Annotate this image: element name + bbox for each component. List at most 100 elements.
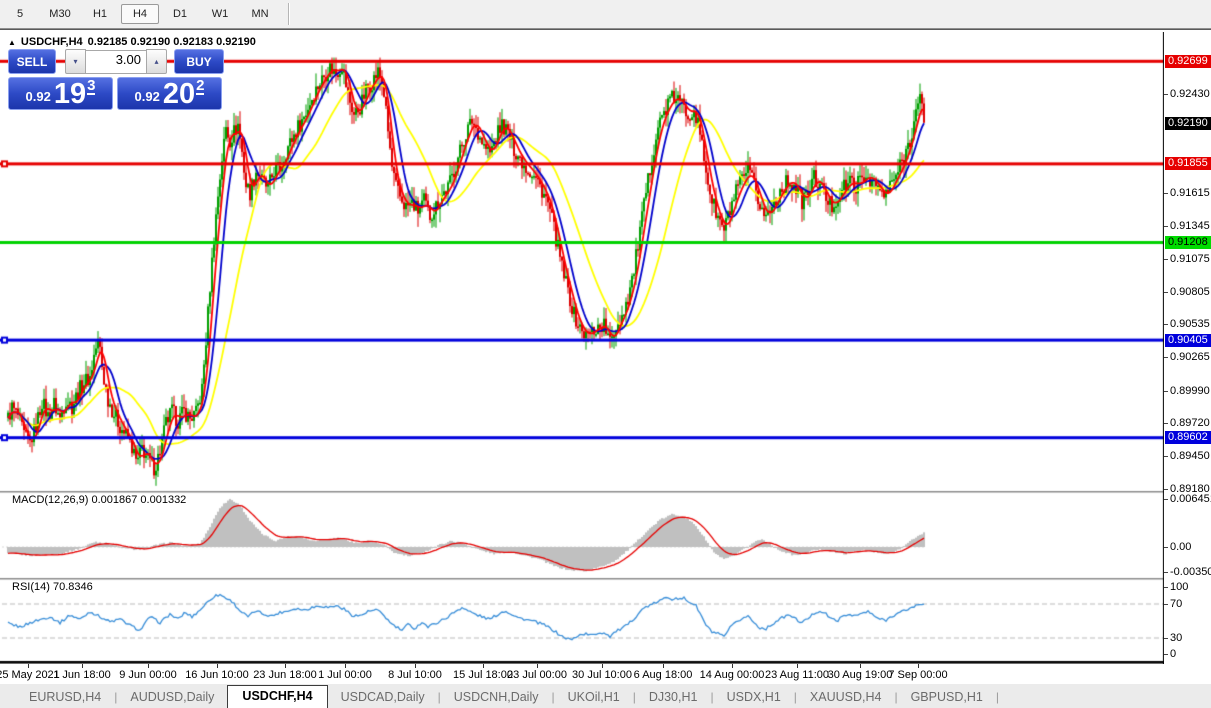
price-tick-label: 0.89720 — [1170, 417, 1210, 430]
time-tick — [82, 664, 83, 668]
sell-price-prefix: 0.92 — [25, 89, 51, 104]
time-tick-label: 6 Aug 18:00 — [633, 669, 693, 681]
rsi-axis-label-tick — [1164, 587, 1168, 588]
time-tick — [918, 664, 919, 668]
price-tick-label-tick — [1164, 390, 1168, 392]
price-level-badge: 0.90405 — [1165, 333, 1211, 347]
chart-tab-bar: EURUSD,H4 | AUDUSD,Daily USDCHF,H4 USDCAD,Da… — [0, 684, 1211, 708]
time-tick-label: 25 May 2021 — [0, 669, 60, 681]
price-tick-label: 0.92430 — [1170, 88, 1210, 100]
price-level-badge: 0.91208 — [1165, 236, 1211, 250]
tab-divider: | — [114, 690, 118, 704]
macd-values: 0.001867 0.001332 — [91, 494, 187, 506]
price-level-badge: 0.89602 — [1165, 431, 1211, 445]
price-tick-label-tick — [1164, 324, 1168, 326]
tab-divider: | — [995, 690, 999, 704]
price-tick-label-tick — [1164, 423, 1168, 425]
time-tick-label: 9 Jun 00:00 — [119, 669, 177, 681]
time-tick — [797, 664, 798, 668]
price-level-badge: 0.91855 — [1165, 157, 1211, 171]
sell-button[interactable]: SELL — [8, 49, 56, 74]
timeframe-button-d1[interactable]: D1 — [172, 8, 188, 20]
time-tick — [345, 664, 346, 668]
chart-tab-gbpusd[interactable]: GBPUSD,H1 — [910, 690, 983, 704]
time-tick-label: 14 Aug 00:00 — [699, 669, 765, 681]
price-tick-label: 0.89990 — [1170, 384, 1210, 397]
rsi-axis-label: 0 — [1170, 648, 1177, 660]
rsi-axis-label: 70 — [1170, 598, 1183, 610]
timeframe-button-mn[interactable]: MN — [251, 8, 269, 20]
timeframe-button-m30[interactable]: M30 — [49, 8, 71, 20]
rsi-axis-label: 30 — [1170, 632, 1183, 644]
timeframe-button-h1[interactable]: H1 — [92, 8, 108, 20]
chart-tab-usdchf[interactable]: USDCHF,H4 — [227, 685, 328, 708]
chart-tab-usdcnh[interactable]: USDCNH,Daily — [453, 690, 539, 704]
collapse-panel-icon[interactable]: ▲ — [8, 37, 16, 47]
rsi-axis-label-tick — [1164, 638, 1168, 639]
rsi-axis-label-tick — [1164, 604, 1168, 605]
rsi-name: RSI(14) — [12, 581, 50, 593]
toolbar-separator — [288, 3, 290, 25]
rsi-value: 70.8346 — [52, 581, 93, 593]
price-tick-label: 0.90265 — [1170, 351, 1210, 364]
price-tick-label: 0.89450 — [1170, 450, 1210, 463]
time-tick-label: 1 Jul 00:00 — [318, 669, 372, 681]
sell-price-pipette: 3 — [87, 77, 96, 95]
price-tick-label-tick — [1164, 193, 1168, 195]
chart-tab-usdcad[interactable]: USDCAD,Daily — [340, 690, 425, 704]
sell-price-main: 19 — [53, 78, 87, 111]
timeframe-button-5[interactable]: 5 — [16, 8, 24, 20]
time-tick — [148, 664, 149, 668]
macd-axis-label: 0.00 — [1170, 541, 1192, 553]
price-tick-label: 0.91615 — [1170, 187, 1210, 200]
buy-price-display[interactable]: 0.92 20 2 — [117, 77, 222, 110]
time-tick — [537, 664, 538, 668]
chart-tab-ukoil[interactable]: UKOil,H1 — [567, 690, 620, 704]
chart-tab-audusd[interactable]: AUDUSD,Daily — [130, 690, 215, 704]
time-tick — [285, 664, 286, 668]
time-tick-label: 23 Jul 00:00 — [507, 669, 567, 681]
price-tick-label-tick — [1164, 357, 1168, 359]
buy-price-pipette: 2 — [196, 77, 205, 95]
chart-tab-xauusd[interactable]: XAUUSD,H4 — [809, 690, 882, 704]
buy-price-main: 20 — [162, 78, 196, 111]
chart-window: ▲ USDCHF,H4 0.92185 0.92190 0.92183 0.92… — [0, 29, 1211, 685]
time-axis[interactable]: 25 May 2021 1 Jun 18:00 9 Jun 00:00 16 Jun … — [0, 664, 1164, 684]
price-level-badge: 0.92190 — [1165, 116, 1211, 130]
time-tick-label: 30 Aug 19:00 — [827, 669, 893, 681]
price-chart-canvas[interactable] — [0, 32, 1164, 664]
tab-divider: | — [632, 690, 636, 704]
price-tick-label-tick — [1164, 456, 1168, 458]
timeframe-button-h4[interactable]: H4 — [121, 4, 159, 24]
time-tick — [663, 664, 664, 668]
timeframe-toolbar: 5 M30 H1 H4 D1 W1 MN — [0, 0, 1211, 29]
chart-tab-dj30[interactable]: DJ30,H1 — [648, 690, 698, 704]
macd-axis-label-tick — [1164, 499, 1168, 500]
price-tick-label-tick — [1164, 489, 1168, 490]
price-tick-label-tick — [1164, 258, 1168, 260]
volume-increase-button[interactable]: ▴ — [146, 49, 167, 74]
time-tick — [602, 664, 603, 668]
macd-indicator-label: MACD(12,26,9) 0.001867 0.001332 — [12, 494, 186, 506]
time-tick — [217, 664, 218, 668]
rsi-axis-label: 100 — [1170, 581, 1189, 593]
price-tick-label-tick — [1164, 94, 1168, 95]
macd-axis-label: 0.006451 — [1170, 493, 1211, 505]
price-tick-label: 0.91075 — [1170, 252, 1210, 265]
chart-tab-eurusd[interactable]: EURUSD,H4 — [29, 690, 102, 704]
buy-button[interactable]: BUY — [174, 49, 224, 74]
price-axis[interactable]: 0.92430 0.91615 0.91345 0.91075 0.90805 0.905… — [1164, 32, 1211, 664]
volume-input[interactable]: 3.00 — [86, 49, 146, 74]
time-tick — [415, 664, 416, 668]
chart-tab-usdx[interactable]: USDX,H1 — [726, 690, 781, 704]
one-click-trading-panel: SELL ▾ 3.00 ▴ BUY 0.92 19 3 0.92 20 2 — [8, 49, 230, 110]
timeframe-button-w1[interactable]: W1 — [211, 8, 229, 20]
sell-price-display[interactable]: 0.92 19 3 — [8, 77, 113, 110]
price-tick-label: 0.90535 — [1170, 318, 1210, 331]
time-tick-label: 8 Jul 10:00 — [388, 669, 442, 681]
time-tick — [28, 664, 29, 668]
macd-axis-label: -0.003507 — [1170, 566, 1211, 578]
volume-decrease-button[interactable]: ▾ — [65, 49, 86, 74]
macd-axis-label-tick — [1164, 547, 1168, 548]
